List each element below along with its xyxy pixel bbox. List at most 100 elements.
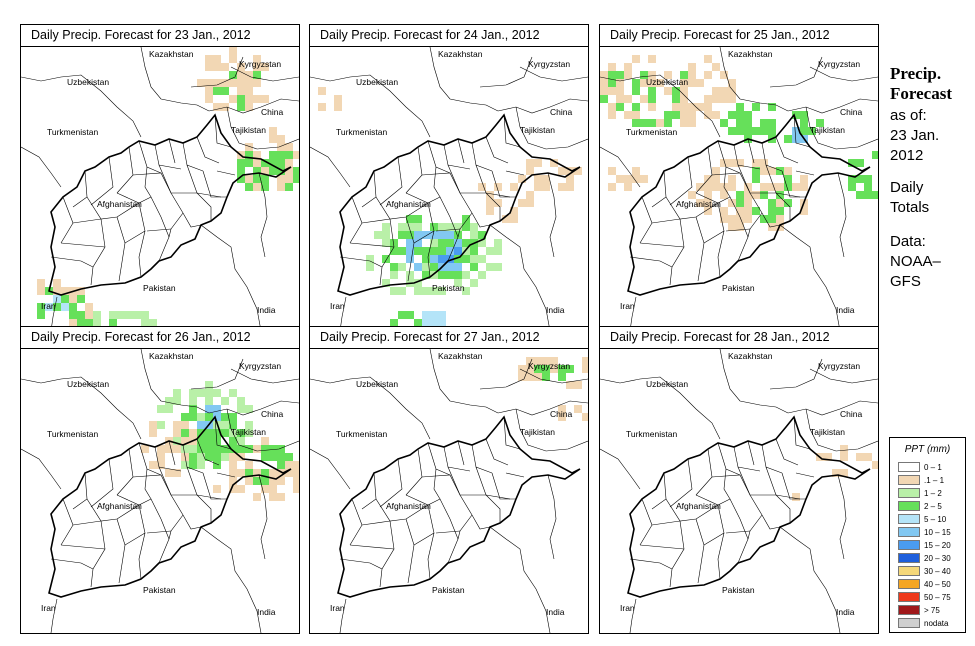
precip-map: Uzbekistan Kazakhstan Kyrgyzstan China Turkm… — [310, 349, 588, 633]
province-border — [214, 416, 232, 450]
precip-cell — [197, 461, 205, 469]
precip-cell — [205, 453, 213, 461]
precip-cell — [189, 461, 197, 469]
precip-cell — [189, 389, 197, 397]
precip-cell — [648, 95, 656, 103]
precip-cell — [293, 151, 299, 159]
precip-cell — [221, 103, 229, 111]
precip-cell — [800, 119, 808, 127]
precip-cell — [277, 477, 285, 485]
legend-swatch — [898, 462, 920, 472]
precip-cell — [149, 319, 157, 327]
precip-cell — [414, 279, 422, 287]
province-border — [339, 558, 383, 570]
legend-swatch — [898, 488, 920, 498]
label-afghanistan: Afghanistan — [386, 501, 431, 511]
country-border — [200, 224, 262, 331]
precip-cell — [534, 373, 542, 381]
label-iran: Iran — [330, 603, 345, 613]
label-kazakhstan: Kazakhstan — [438, 49, 483, 59]
precip-cell — [534, 175, 542, 183]
precip-cell — [213, 413, 221, 421]
legend-item: .1 – 1 — [898, 475, 944, 486]
province-border — [503, 114, 521, 148]
precip-map: Uzbekistan Kazakhstan Kyrgyzstan China Turkm… — [21, 349, 299, 633]
precip-cell — [173, 469, 181, 477]
precip-cell — [454, 239, 462, 247]
legend-label: 50 – 75 — [924, 593, 951, 602]
precip-cell — [534, 159, 542, 167]
country-border — [310, 448, 351, 490]
precip-cell — [165, 469, 173, 477]
precip-cell — [672, 95, 680, 103]
precip-cell — [293, 469, 299, 477]
precip-cell — [494, 199, 502, 207]
afghanistan-outline — [337, 415, 581, 598]
province-border — [775, 136, 799, 164]
label-kazakhstan: Kazakhstan — [728, 351, 773, 361]
precip-cell — [165, 397, 173, 405]
province-border — [749, 192, 781, 228]
legend-label: 15 – 20 — [924, 541, 951, 550]
precip-cell — [285, 167, 293, 175]
province-border — [629, 558, 673, 570]
precip-cell — [680, 95, 688, 103]
precip-cell — [736, 215, 744, 223]
precip-cell — [608, 111, 616, 119]
precip-cell — [558, 405, 566, 413]
province-border — [703, 532, 725, 546]
precip-cell — [632, 167, 640, 175]
precip-cell — [285, 151, 293, 159]
label-india: India — [546, 305, 565, 315]
precip-cell — [157, 405, 165, 413]
province-border — [695, 494, 741, 520]
precip-cell — [69, 303, 77, 311]
forecast-panel-jan-27: Daily Precip. Forecast for 27 Jan., 2012… — [309, 326, 589, 634]
precip-cell — [197, 79, 205, 87]
precip-cell — [768, 103, 776, 111]
precip-cells — [518, 357, 588, 421]
province-border — [339, 256, 383, 268]
legend-swatch — [898, 553, 920, 563]
precip-cell — [470, 279, 478, 287]
precip-cell — [744, 183, 752, 191]
precip-cell — [624, 175, 632, 183]
precip-cell — [680, 87, 688, 95]
precip-cell — [318, 87, 326, 95]
precip-cell — [744, 207, 752, 215]
precip-cell — [237, 103, 245, 111]
precip-map: Uzbekistan Kazakhstan Kyrgyzstan China Turkm… — [310, 47, 588, 331]
precip-cell — [752, 103, 760, 111]
precip-cell — [680, 79, 688, 87]
precip-cell — [648, 79, 656, 87]
precip-cell — [109, 311, 117, 319]
precip-cell — [624, 183, 632, 191]
province-border — [669, 156, 693, 206]
precip-cell — [189, 429, 197, 437]
precip-cell — [293, 461, 299, 469]
precip-cell — [744, 215, 752, 223]
afghanistan-outline — [627, 113, 871, 296]
precip-cell — [744, 191, 752, 199]
precip-cell — [704, 199, 712, 207]
province-border — [405, 494, 451, 520]
precip-cell — [229, 47, 237, 55]
precip-cell — [237, 397, 245, 405]
precip-cell — [390, 263, 398, 271]
country-border — [226, 106, 299, 150]
precip-cell — [85, 319, 93, 327]
precip-cell — [760, 167, 768, 175]
precip-cell — [406, 223, 414, 231]
precip-cell — [454, 279, 462, 287]
precip-cell — [414, 319, 422, 327]
legend-label: .1 – 1 — [924, 476, 945, 485]
precip-cell — [85, 311, 93, 319]
precip-cell — [616, 103, 624, 111]
precip-cell — [269, 159, 277, 167]
province-border — [723, 166, 731, 198]
precip-cell — [494, 247, 502, 255]
precip-cell — [261, 445, 269, 453]
precip-cell — [864, 191, 872, 199]
precip-cell — [752, 167, 760, 175]
province-border — [475, 164, 487, 194]
